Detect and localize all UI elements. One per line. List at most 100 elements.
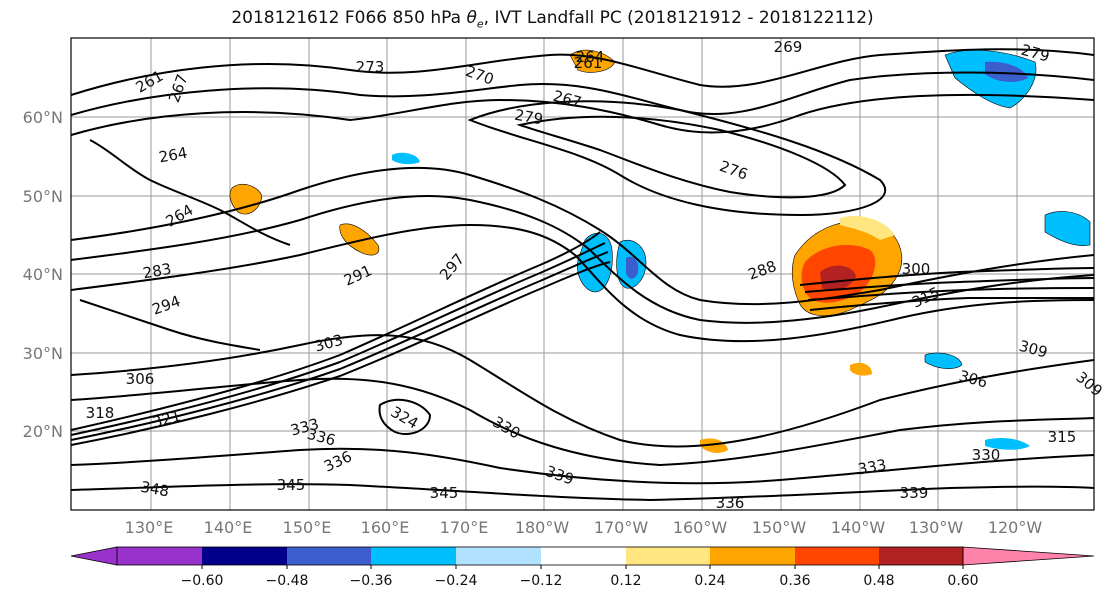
contour-line [71,94,1094,136]
contour-line [79,299,261,351]
contour-value-label: 283 [141,260,172,283]
contour-value-label: 333 [856,456,887,479]
lat-label: 40°N [23,265,63,284]
colorbar-tick-label: −0.48 [266,573,309,589]
contour-value-label: 318 [86,404,115,422]
map-border [70,37,1095,511]
positive-anomaly-tropics [700,438,728,453]
lon-label: 160°W [673,518,728,537]
lat-label: 60°N [23,108,63,127]
contour-value-label: 264 [576,48,605,66]
colorbar-segment [626,547,710,565]
colorbar-ticks: −0.60 −0.48 −0.36 −0.24 −0.12 0.12 0.24 0.36 0.4… [181,565,979,589]
theta-subscript: e [476,17,484,31]
positive-anomaly-japan [339,223,380,256]
longitude-labels: 130°E 140°E 150°E 160°E 170°E 180°W 170°W 160°W… [125,518,1043,537]
contour-line [799,267,1094,286]
lon-label: 130°E [125,518,174,537]
lon-label: 170°E [440,518,489,537]
light-positive-ne-pacific [840,215,895,240]
contour-value-label: 336 [716,494,745,512]
contour-line [71,71,1094,116]
contour-line [71,48,1094,96]
strong-negative-mid-pacific [626,256,639,279]
contour-line [71,242,606,436]
contour-line [71,483,1094,502]
negative-anomaly-us-west [1044,211,1091,246]
contour-line [804,277,1094,293]
shading-layer [229,49,1091,453]
theta-symbol: θ [466,8,477,28]
theta-e-contours [71,48,1094,502]
lon-label: 160°E [361,518,410,537]
colorbar-segment [287,547,371,565]
colorbar-frame [116,546,964,566]
colorbar-tick-label: −0.36 [350,573,393,589]
colorbar-tick-label: −0.12 [520,573,563,589]
lon-label: 170°W [594,518,649,537]
map-content [71,38,1094,510]
lon-label: 140°E [204,518,253,537]
contour-line [809,296,1094,311]
lon-label: 140°W [831,518,886,537]
contour-line [71,231,601,431]
colorbar-extend-high [962,546,1095,566]
contour-line [71,447,1094,485]
latitude-labels: 60°N 50°N 40°N 30°N 20°N [23,108,63,441]
contour-line [71,261,611,446]
contour-line [516,115,847,199]
lon-label: 120°W [988,518,1043,537]
contour-value-label: 273 [356,58,385,76]
lat-label: 20°N [23,422,63,441]
colorbar-tick-label: 0.60 [947,573,978,589]
contour-value-label: 279 [513,106,544,129]
positive-anomaly-subtropics [850,362,872,376]
contour-value-label: 269 [774,38,803,56]
contour-line [71,251,609,441]
lon-label: 150°E [283,518,332,537]
contour-value-label: 264 [157,144,188,167]
strong-negative-canada [985,61,1028,82]
colorbar-tick-label: −0.60 [181,573,224,589]
figure-title: 2018121612 F066 850 hPa θe, IVT Landfall… [0,8,1105,30]
colorbar-segment [710,547,795,565]
contour-line [467,100,887,217]
colorbar-segment [879,547,963,565]
contour-line [71,377,1094,467]
contour-value-label: 348 [139,478,170,501]
colorbar-segment [456,547,541,565]
lat-label: 30°N [23,344,63,363]
colorbar-tick-label: 0.24 [694,573,725,589]
max-positive-anomaly-ne-pacific [820,265,856,291]
negative-anomaly-west-pacific [392,152,420,165]
colorbar-segment [795,547,879,565]
contour-value-label: 261 [574,54,603,72]
lon-label: 150°W [752,518,807,537]
colorbar-segment [371,547,456,565]
negative-anomaly-canada [944,49,1037,109]
contour-value-label: 330 [972,446,1001,464]
contour-value-label: 315 [1048,428,1077,446]
colorbar-tick-label: 0.48 [863,573,894,589]
positive-anomaly-okhotsk [229,184,263,215]
title-prefix: 2018121612 F066 850 hPa [231,8,467,28]
contour-value-label: 345 [277,476,306,494]
colorbar-tick-label: 0.36 [779,573,810,589]
contour-line [378,398,432,435]
contour-line [71,166,1094,306]
contour-line [807,287,1094,301]
contour-value-label: 306 [126,370,155,388]
colorbar-extend-low [70,546,118,566]
colorbar-tick-label: −0.24 [435,573,478,589]
colorbar-tick-label: 0.12 [610,573,641,589]
contour-line [71,223,1094,343]
lat-label: 50°N [23,187,63,206]
colorbar-segment [202,547,287,565]
colorbar-segment [541,547,626,565]
negative-anomaly-subtropics [924,352,963,370]
lon-label: 130°W [909,518,964,537]
contour-line [71,334,1094,448]
title-suffix: , IVT Landfall PC (2018121912 - 20181221… [483,8,874,28]
contour-line [89,139,291,246]
